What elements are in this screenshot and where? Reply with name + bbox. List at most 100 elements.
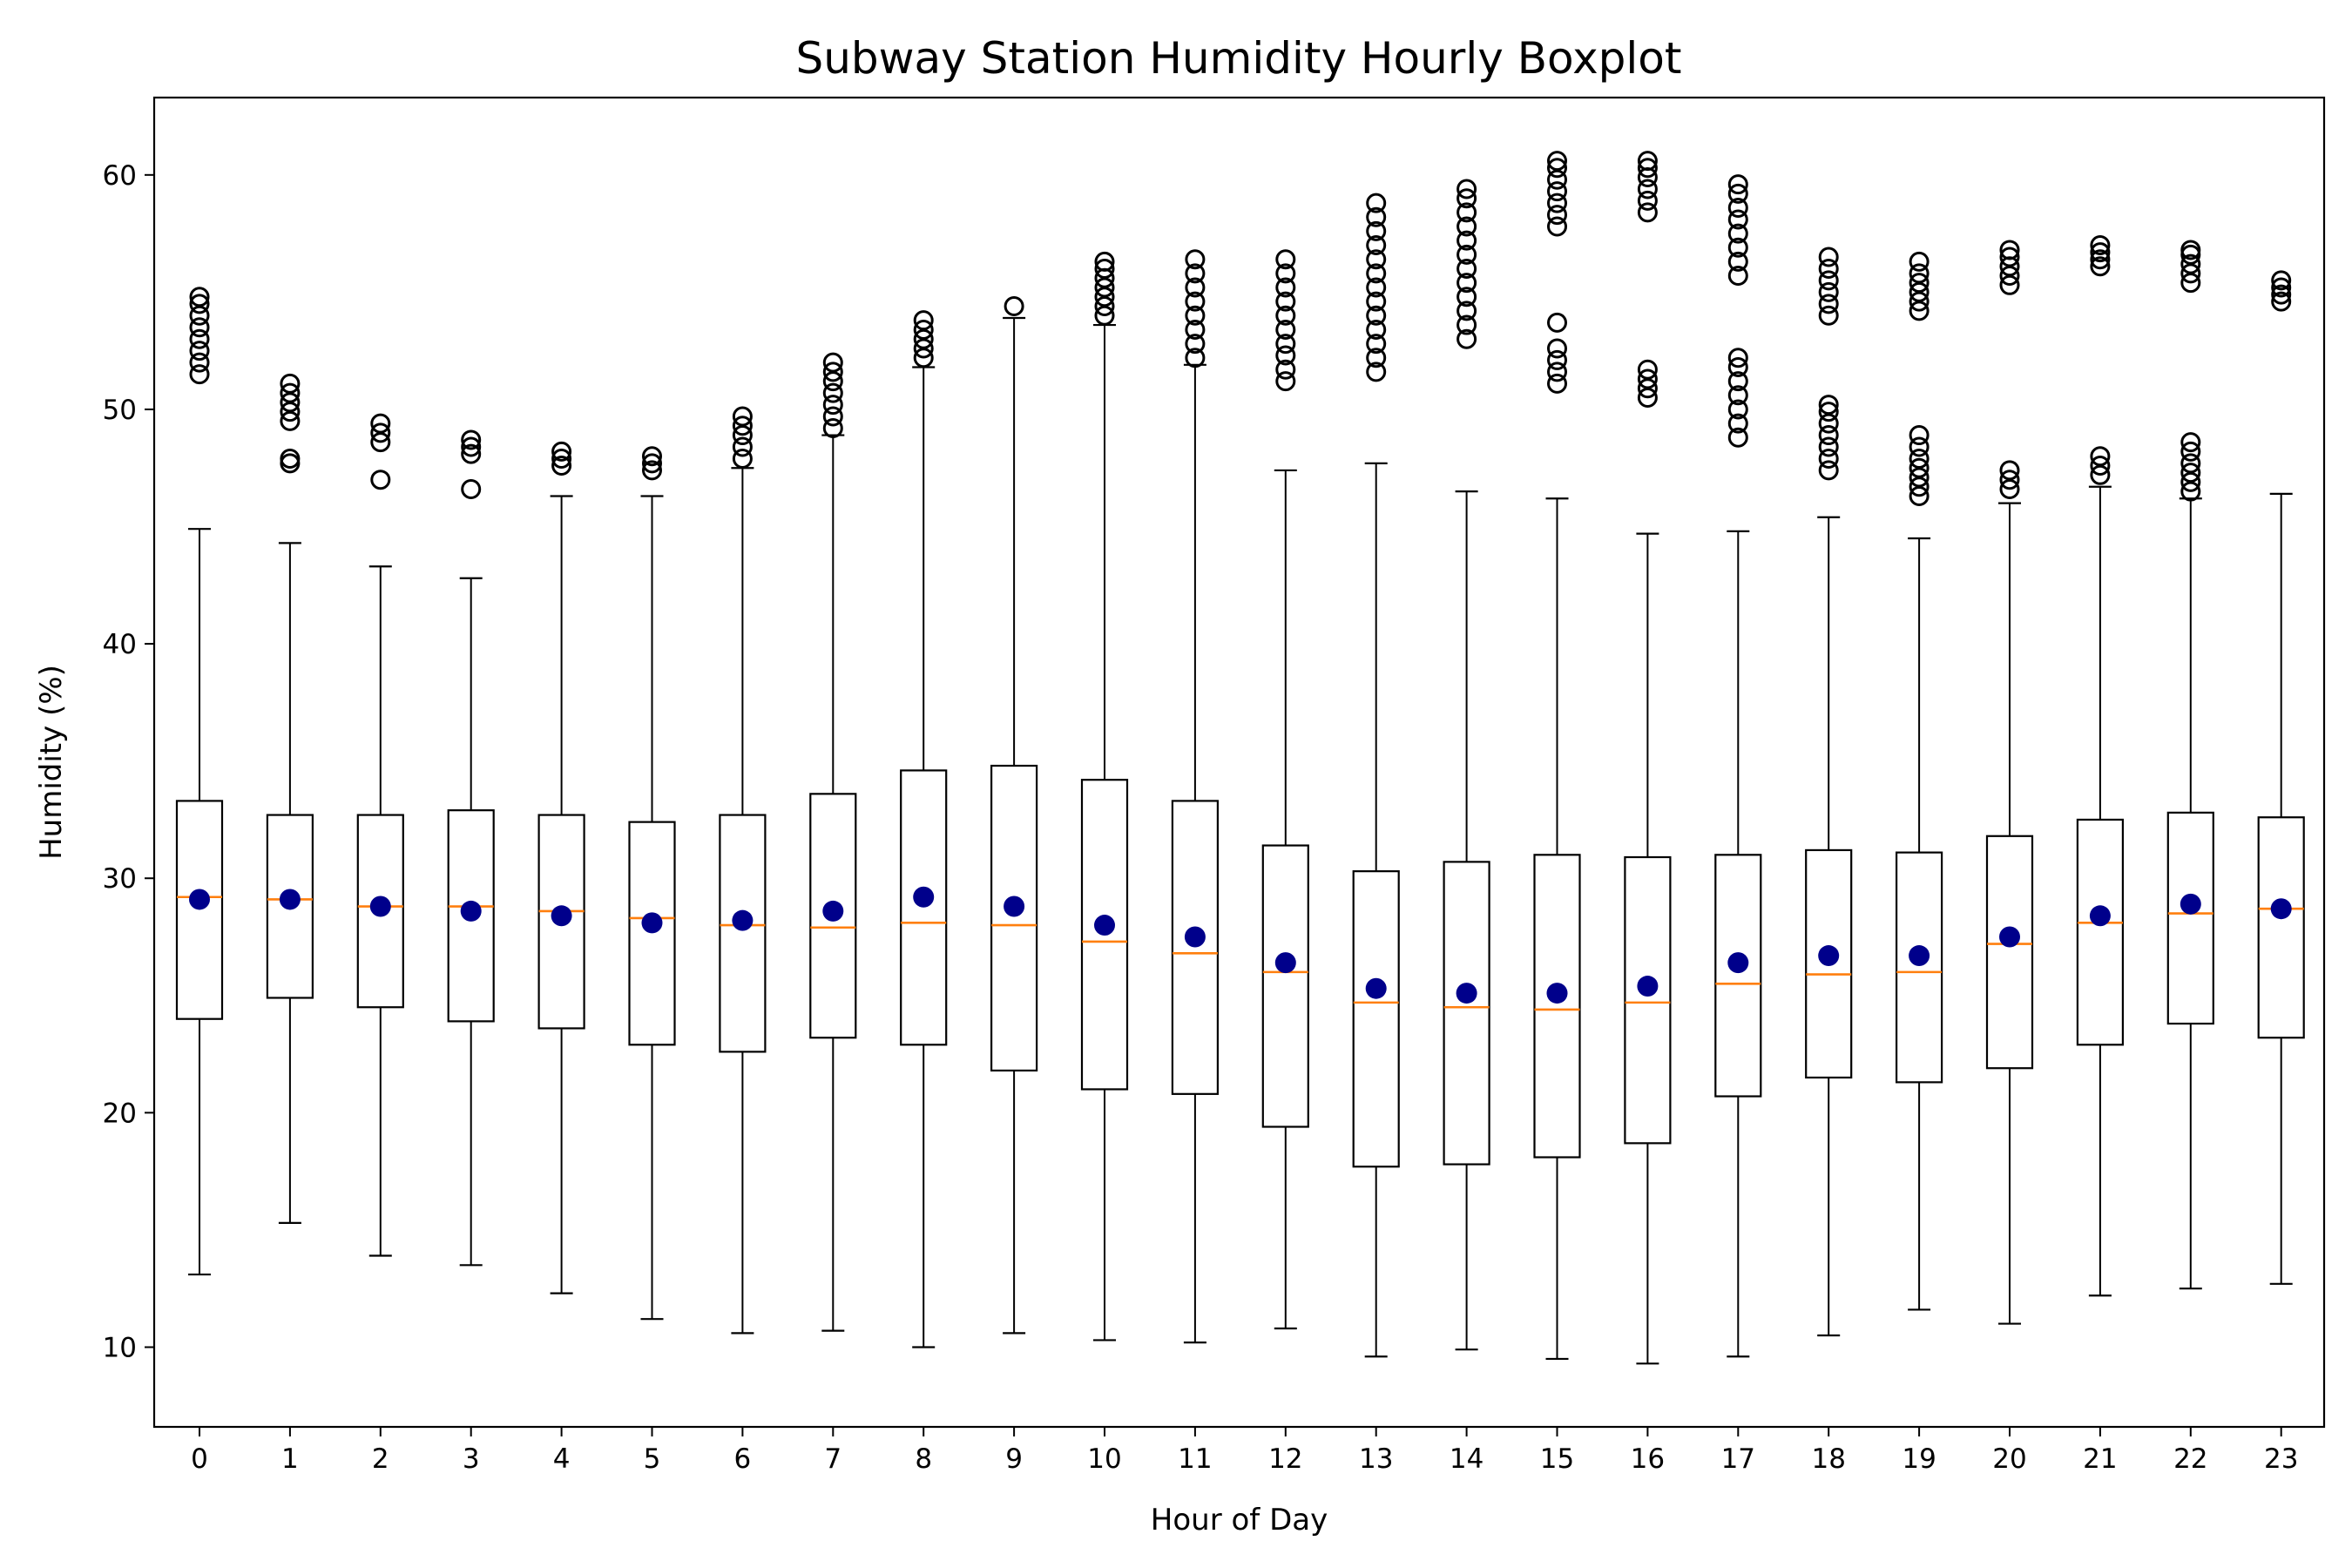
mean-marker bbox=[732, 909, 754, 931]
outlier-point bbox=[1275, 291, 1296, 312]
outlier-point bbox=[1909, 486, 1930, 507]
mean-marker bbox=[189, 889, 210, 910]
outlier-point bbox=[280, 382, 301, 403]
x-axis-label: Hour of Day bbox=[1151, 1503, 1328, 1538]
x-tick-label: 9 bbox=[1005, 1443, 1023, 1475]
outlier-point bbox=[1547, 349, 1567, 370]
outlier-point bbox=[1909, 467, 1930, 488]
x-tick-label: 2 bbox=[372, 1443, 389, 1475]
outlier-point bbox=[1547, 151, 1567, 172]
x-tick-label: 1 bbox=[281, 1443, 299, 1475]
outlier-point bbox=[1456, 244, 1477, 265]
outlier-point bbox=[1185, 291, 1206, 312]
x-tick-label: 17 bbox=[1721, 1443, 1755, 1475]
iqr-box bbox=[1805, 848, 1853, 1079]
outlier-point bbox=[2271, 284, 2292, 305]
outlier-point bbox=[1909, 281, 1930, 302]
outlier-point bbox=[280, 410, 301, 431]
mean-marker bbox=[1365, 977, 1387, 999]
y-axis-label: Humidity (%) bbox=[34, 665, 69, 860]
outlier-point bbox=[1185, 348, 1206, 368]
x-tick-label: 10 bbox=[1087, 1443, 1121, 1475]
outlier-point bbox=[1094, 258, 1115, 279]
outlier-point bbox=[551, 448, 572, 469]
iqr-box bbox=[2076, 818, 2124, 1046]
outlier-point bbox=[822, 395, 843, 416]
box-group bbox=[1624, 151, 1672, 1365]
outlier-point bbox=[1727, 413, 1748, 434]
outlier-point bbox=[551, 441, 572, 462]
iqr-box bbox=[1080, 779, 1129, 1091]
outlier-point bbox=[1818, 436, 1839, 457]
box-group bbox=[2166, 240, 2214, 1290]
outlier-point bbox=[1727, 251, 1748, 272]
mean-marker bbox=[1818, 945, 1840, 967]
outlier-point bbox=[1909, 448, 1930, 469]
outlier-point bbox=[1366, 206, 1387, 227]
box-group bbox=[1805, 247, 1853, 1337]
iqr-box bbox=[1443, 861, 1490, 1166]
outlier-point bbox=[1818, 413, 1839, 434]
outlier-point bbox=[1456, 314, 1477, 335]
outlier-point bbox=[2180, 240, 2201, 260]
outlier-point bbox=[1727, 223, 1748, 244]
x-tick-label: 18 bbox=[1811, 1443, 1845, 1475]
outlier-point bbox=[2180, 481, 2201, 502]
outlier-point bbox=[2090, 242, 2111, 263]
outlier-point bbox=[1909, 251, 1930, 272]
outlier-point bbox=[1547, 169, 1567, 190]
iqr-box bbox=[175, 800, 224, 1020]
box-group bbox=[628, 446, 676, 1321]
outlier-point bbox=[2271, 291, 2292, 312]
box-group bbox=[1714, 174, 1762, 1358]
outlier-point bbox=[1818, 395, 1839, 416]
outlier-point bbox=[913, 319, 934, 340]
outlier-point bbox=[1547, 362, 1567, 382]
box-group bbox=[1352, 193, 1400, 1358]
y-tick-label: 50 bbox=[103, 395, 137, 426]
iqr-box bbox=[1261, 844, 1309, 1128]
outlier-point bbox=[1637, 202, 1658, 223]
outlier-point bbox=[1637, 179, 1658, 199]
outlier-point bbox=[1999, 266, 2020, 287]
outlier-point bbox=[822, 362, 843, 382]
outlier-point bbox=[732, 416, 753, 436]
outlier-point bbox=[1275, 345, 1296, 366]
outlier-point bbox=[732, 425, 753, 446]
outlier-point bbox=[1094, 287, 1115, 308]
x-tick-label: 8 bbox=[915, 1443, 932, 1475]
outlier-point bbox=[370, 470, 391, 490]
outlier-point bbox=[1275, 249, 1296, 270]
mean-marker bbox=[1274, 952, 1296, 974]
outlier-point bbox=[1999, 274, 2020, 295]
outlier-point bbox=[1547, 338, 1567, 359]
outlier-point bbox=[1366, 235, 1387, 256]
box-group bbox=[990, 296, 1038, 1335]
outlier-point bbox=[1094, 296, 1115, 317]
mean-marker bbox=[460, 900, 482, 922]
outlier-point bbox=[1366, 277, 1387, 298]
outlier-point bbox=[1366, 334, 1387, 355]
box-group bbox=[1896, 251, 1943, 1311]
outlier-point bbox=[1456, 188, 1477, 209]
outlier-point bbox=[732, 448, 753, 469]
outlier-point bbox=[1004, 296, 1024, 317]
outlier-point bbox=[2180, 263, 2201, 284]
iqr-box bbox=[2257, 816, 2305, 1039]
outlier-point bbox=[461, 478, 482, 499]
outlier-point bbox=[189, 328, 210, 349]
iqr-box bbox=[1714, 854, 1762, 1098]
mean-marker bbox=[551, 905, 572, 927]
outlier-point bbox=[1818, 294, 1839, 314]
mean-marker bbox=[1999, 926, 2020, 948]
outlier-point bbox=[1727, 237, 1748, 258]
outlier-point bbox=[822, 371, 843, 392]
x-tick-label: 11 bbox=[1178, 1443, 1212, 1475]
x-tick-label: 0 bbox=[191, 1443, 208, 1475]
outlier-point bbox=[189, 305, 210, 326]
x-tick-label: 13 bbox=[1359, 1443, 1393, 1475]
outlier-point bbox=[1727, 348, 1748, 368]
outlier-point bbox=[2090, 456, 2111, 476]
outlier-point bbox=[1185, 263, 1206, 284]
mean-marker bbox=[2270, 898, 2292, 920]
